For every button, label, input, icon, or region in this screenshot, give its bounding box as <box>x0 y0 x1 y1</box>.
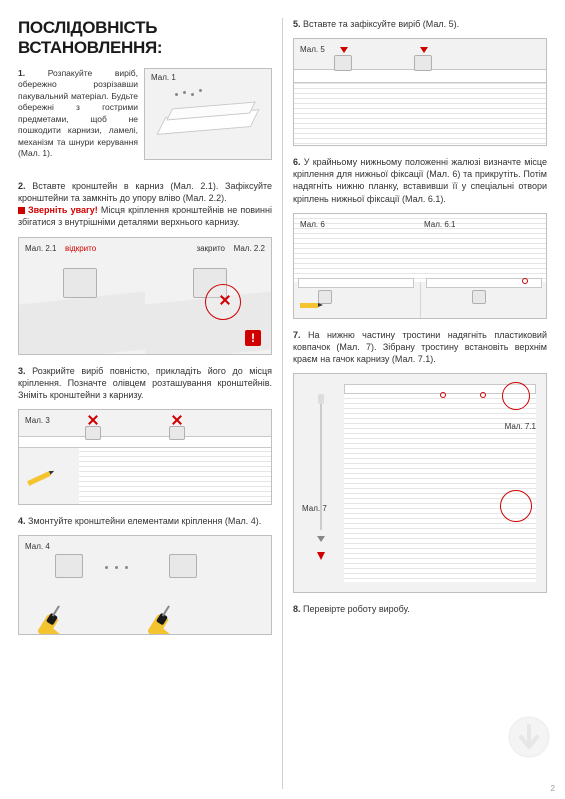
step-5-num: 5. <box>293 19 301 29</box>
step-3-num: 3. <box>18 366 26 376</box>
step-8-num: 8. <box>293 604 301 614</box>
figure-1: Мал. 1 <box>144 68 272 160</box>
drill-icon-1 <box>37 603 75 635</box>
step-1-text: 1. Розпакуйте виріб, обережно розрізавши… <box>18 68 138 170</box>
figure-3: Мал. 3 <box>18 409 272 505</box>
figure-7: Мал. 7 Мал. 7.1 <box>293 373 547 593</box>
left-column: ПОСЛІДОВНІСТЬ ВСТАНОВЛЕННЯ: 1. Розпакуйт… <box>18 18 282 789</box>
figure-5: Мал. 5 <box>293 38 547 146</box>
step-2a-body: Вставте кронштейн в карниз (Мал. 2.1). З… <box>18 181 272 203</box>
watermark-icon <box>507 715 551 759</box>
figure-3-label: Мал. 3 <box>25 416 50 425</box>
step-3: 3. Розкрийте виріб повністю, прикладіть … <box>18 365 272 401</box>
figure-1-label: Мал. 1 <box>151 73 176 82</box>
step-1-row: 1. Розпакуйте виріб, обережно розрізавши… <box>18 68 272 170</box>
step-4-num: 4. <box>18 516 26 526</box>
page-container: ПОСЛІДОВНІСТЬ ВСТАНОВЛЕННЯ: 1. Розпакуйт… <box>0 0 565 799</box>
step-6: 6. У крайньому нижньому положенні жалюзі… <box>293 156 547 205</box>
figure-2: Мал. 2.1 відкрито закрито Мал. 2.2 ! <box>18 237 272 355</box>
step-6-body: У крайньому нижньому положенні жалюзі ви… <box>293 157 547 203</box>
step-7: 7. На нижню частину тростини надягніть п… <box>293 329 547 365</box>
figure-61-label: Мал. 6.1 <box>424 220 455 229</box>
step-5-body: Вставте та зафіксуйте виріб (Мал. 5). <box>303 19 459 29</box>
figure-4-label: Мал. 4 <box>25 542 50 551</box>
step-2-num: 2. <box>18 181 26 191</box>
right-column: 5. Вставте та зафіксуйте виріб (Мал. 5).… <box>283 18 547 789</box>
figure-6: Мал. 6 Мал. 6.1 <box>293 213 547 319</box>
step-8: 8. Перевірте роботу виробу. <box>293 603 547 615</box>
step-4: 4. Змонтуйте кронштейни елементами кріпл… <box>18 515 272 527</box>
figure-5-label: Мал. 5 <box>300 45 325 54</box>
label-closed: закрито <box>196 244 225 253</box>
label-open: відкрито <box>65 244 96 253</box>
figure-4: Мал. 4 <box>18 535 272 635</box>
figure-7-label: Мал. 7 <box>302 504 327 513</box>
drill-icon-2 <box>147 603 185 635</box>
step-4-body: Змонтуйте кронштейни елементами кріпленн… <box>28 516 261 526</box>
step-1-num: 1. <box>18 68 25 78</box>
figure-22-label: Мал. 2.2 <box>234 244 265 253</box>
attention-marker <box>18 207 25 214</box>
step-6-num: 6. <box>293 157 301 167</box>
step-8-body: Перевірте роботу виробу. <box>303 604 410 614</box>
step-2: 2. Вставте кронштейн в карниз (Мал. 2.1)… <box>18 180 272 229</box>
step-5: 5. Вставте та зафіксуйте виріб (Мал. 5). <box>293 18 547 30</box>
step-7-body: На нижню частину тростини надягніть плас… <box>293 330 547 364</box>
step-1-body: Розпакуйте виріб, обережно розрізавши па… <box>18 68 138 158</box>
page-title: ПОСЛІДОВНІСТЬ ВСТАНОВЛЕННЯ: <box>18 18 272 58</box>
figure-71-label: Мал. 7.1 <box>505 422 536 431</box>
page-number: 2 <box>551 784 555 793</box>
warning-icon: ! <box>245 330 261 346</box>
figure-6-label: Мал. 6 <box>300 220 325 229</box>
attention-prefix: Зверніть увагу! <box>28 205 98 215</box>
step-7-num: 7. <box>293 330 301 340</box>
step-3-body: Розкрийте виріб повністю, прикладіть йог… <box>18 366 272 400</box>
figure-21-label: Мал. 2.1 <box>25 244 56 253</box>
